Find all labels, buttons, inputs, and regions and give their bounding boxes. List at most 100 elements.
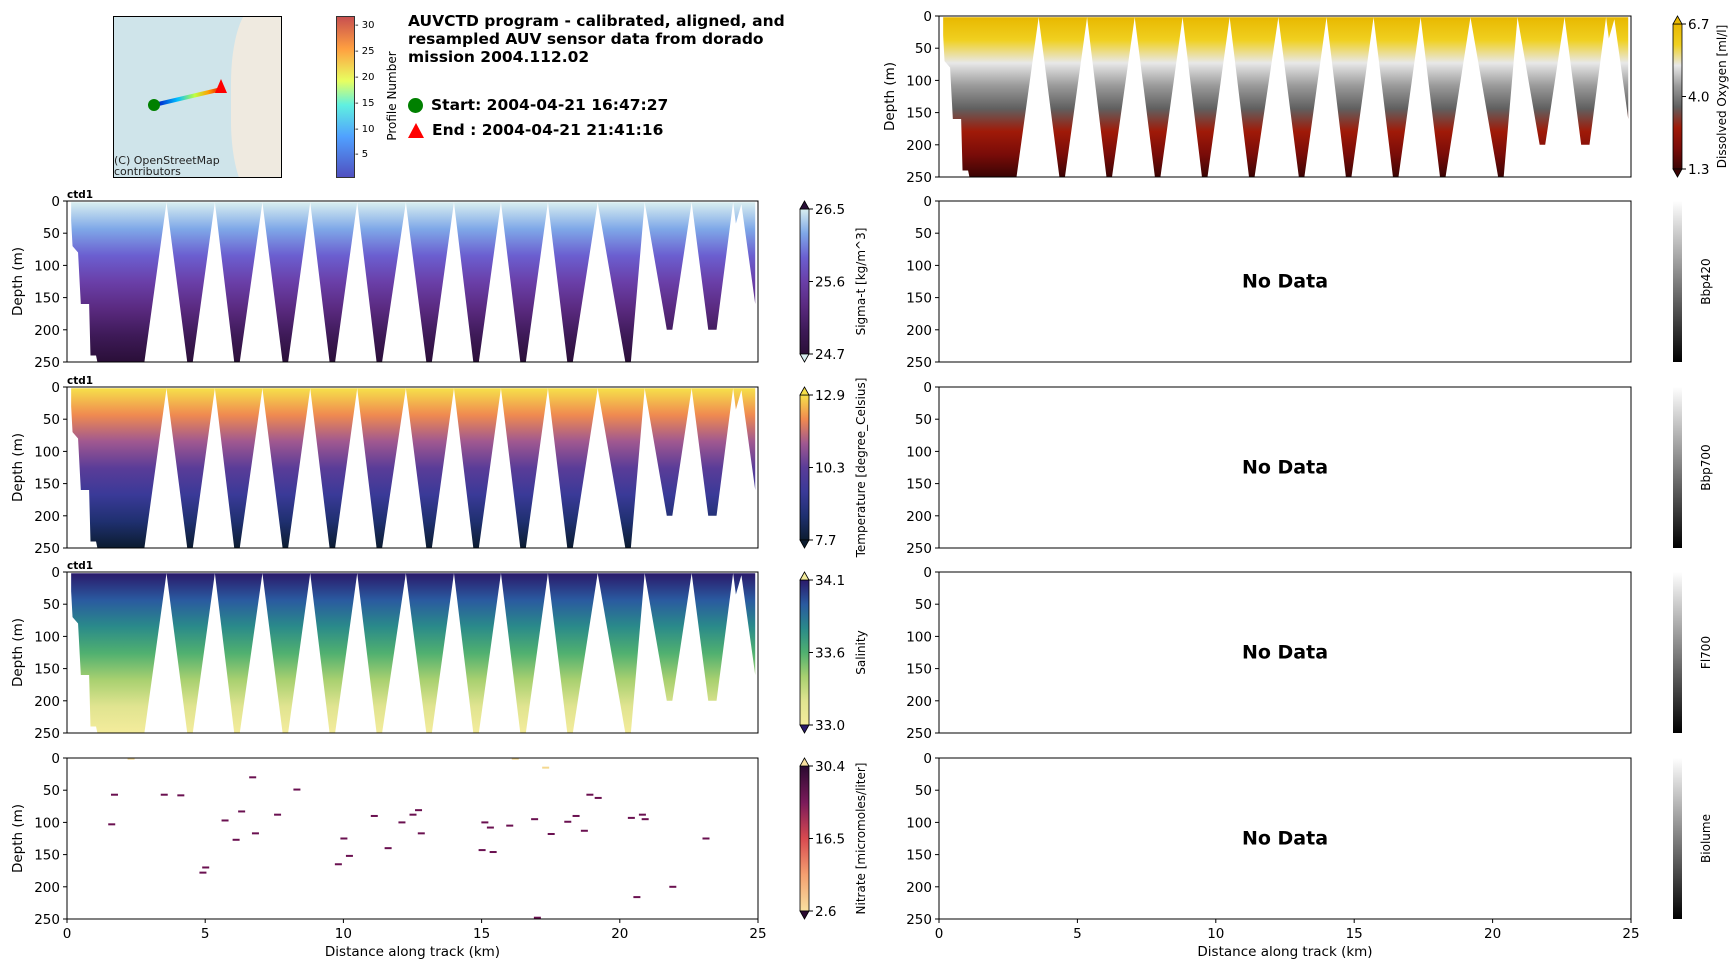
oxygen-data-field (943, 17, 1629, 178)
salinity-data-field (71, 573, 756, 733)
colorbar-label: Nitrate [micromoles/liter] (854, 763, 868, 915)
y-tick-label: 200 (34, 323, 60, 339)
nitrate-point (533, 916, 541, 919)
nitrate-point (384, 847, 392, 850)
nitrate-point (232, 838, 240, 841)
y-tick-label: 250 (906, 541, 932, 557)
profile-colorbar (336, 16, 355, 178)
colorbar-extend-max (1672, 15, 1683, 25)
colorbar-label: Fl700 (1699, 636, 1713, 669)
salinity-colorbar (799, 579, 810, 726)
y-tick-label: 200 (906, 880, 932, 896)
nitrate-point (127, 757, 135, 760)
temperature-colorbar (799, 394, 810, 541)
y-tick-label: 50 (915, 41, 932, 57)
nitrate-point (293, 788, 301, 791)
nitrate-point (177, 794, 185, 797)
y-tick-label: 0 (923, 751, 932, 767)
y-tick-label: 50 (43, 783, 60, 799)
colorbar-label: Bbp700 (1699, 444, 1713, 490)
y-tick-label: 150 (906, 848, 932, 864)
y-tick-label: 100 (906, 815, 932, 831)
fl700-colorbar (1673, 572, 1682, 733)
start-marker (148, 99, 160, 111)
legend-start: Start: 2004-04-21 16:47:27 (408, 96, 668, 114)
bbp700-axes-frame (938, 386, 1632, 549)
y-tick-label: 250 (906, 912, 932, 928)
oxygen-panel: 0 50 100 150 200 250 Depth (m) 6.7 4.0 1.3 Dissolv… (882, 9, 1729, 186)
nitrate-point (110, 793, 118, 796)
y-tick-label: 150 (906, 291, 932, 307)
colorbar-label: Biolume (1699, 814, 1713, 863)
x-tick-label: 20 (1484, 926, 1501, 942)
nitrate-point (340, 837, 348, 840)
y-tick-label: 100 (34, 629, 60, 645)
colorbar-tick-label: 6.7 (1688, 17, 1709, 33)
no-data-label: No Data (1242, 828, 1328, 850)
coastline (231, 17, 281, 177)
panel-title: ctd1 (67, 189, 93, 201)
nitrate-point (238, 810, 246, 813)
colorbar-label: Sigma-t [kg/m^3] (854, 228, 868, 336)
x-tick-label: 10 (335, 926, 352, 942)
nitrate-point (398, 821, 406, 824)
nitrate-point (251, 832, 259, 835)
y-axis-label: Depth (m) (882, 62, 898, 131)
y-tick-label: 50 (915, 412, 932, 428)
nitrate-point (586, 793, 594, 796)
end-triangle-icon (408, 122, 424, 138)
nitrate-point (409, 813, 417, 816)
nitrate-point (572, 814, 580, 817)
y-tick-label: 150 (34, 477, 60, 493)
nitrate-point (199, 871, 207, 874)
y-tick-label: 0 (51, 194, 60, 210)
nitrate-point (202, 866, 210, 869)
no-data-label: No Data (1242, 457, 1328, 479)
temperature-data-field (71, 388, 756, 548)
y-tick-label: 0 (923, 194, 932, 210)
y-tick-label: 50 (43, 412, 60, 428)
nitrate-point (478, 849, 486, 852)
bbp700-panel: No Data 0 50 100 150 200 250 Bbp700 (906, 380, 1713, 557)
y-tick-label: 100 (34, 815, 60, 831)
y-tick-label: 250 (34, 912, 60, 928)
y-tick-label: 100 (906, 73, 932, 89)
nitrate-point (641, 818, 649, 821)
y-tick-label: 100 (34, 258, 60, 274)
y-tick-label: 0 (923, 380, 932, 396)
y-axis-label: Depth (m) (10, 247, 26, 316)
sigmat-panel: ctd1 0 50 100 150 200 250 Depth (m) 26.5 25.6 24.7… (10, 189, 868, 371)
nitrate-point (249, 776, 257, 779)
nitrate-colorbar (799, 765, 810, 912)
nitrate-point (108, 823, 116, 826)
profile-tick-label: - 15 (355, 97, 375, 109)
nitrate-point (564, 820, 572, 823)
profile-tick-label: - 30 (355, 20, 375, 32)
y-axis-label: Depth (m) (10, 433, 26, 502)
salinity-panel: ctd1 0 50 100 150 200 250 Depth (m) 34.1 33.6 33.0… (10, 560, 868, 742)
colorbar-extend-max (799, 386, 810, 396)
panel-title: ctd1 (67, 560, 93, 572)
y-tick-label: 100 (906, 444, 932, 460)
y-tick-label: 250 (34, 355, 60, 371)
nitrate-point (486, 826, 494, 829)
nitrate-point (160, 793, 168, 796)
nitrate-point (274, 813, 282, 816)
y-tick-label: 0 (51, 565, 60, 581)
y-tick-label: 150 (906, 662, 932, 678)
nitrate-point (633, 896, 641, 899)
nitrate-point (702, 837, 710, 840)
y-tick-label: 50 (915, 226, 932, 242)
y-tick-label: 100 (906, 629, 932, 645)
y-tick-label: 200 (906, 509, 932, 525)
colorbar-tick-label: 10.3 (815, 461, 845, 477)
y-tick-label: 0 (923, 9, 932, 25)
nitrate-axes-frame (66, 757, 759, 920)
nitrate-point (542, 766, 550, 769)
y-tick-label: 200 (906, 138, 932, 154)
sigmat-axes-frame (66, 200, 759, 363)
y-tick-label: 50 (915, 783, 932, 799)
nitrate-point (415, 809, 423, 812)
colorbar-label: Temperature [degree_Celsius] (854, 378, 868, 559)
